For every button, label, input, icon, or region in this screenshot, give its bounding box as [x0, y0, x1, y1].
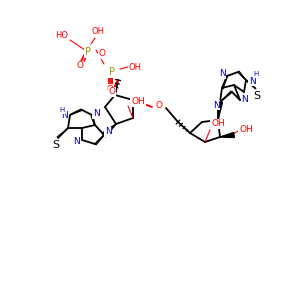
Text: S: S — [52, 140, 60, 150]
Text: N: N — [213, 100, 219, 109]
Text: N: N — [105, 128, 111, 136]
Text: H: H — [254, 71, 259, 77]
Text: OH: OH — [239, 124, 253, 134]
Text: N: N — [74, 137, 80, 146]
Text: OH: OH — [131, 98, 145, 106]
Polygon shape — [218, 102, 223, 120]
Text: N: N — [242, 94, 248, 103]
Text: OH: OH — [128, 62, 142, 71]
Text: H: H — [59, 107, 64, 113]
Text: OH: OH — [211, 119, 225, 128]
Text: O: O — [106, 85, 113, 94]
Polygon shape — [102, 124, 116, 137]
Text: P: P — [85, 47, 91, 57]
Polygon shape — [220, 133, 234, 137]
Text: O: O — [109, 88, 116, 97]
Text: HO: HO — [56, 32, 68, 40]
Text: O: O — [76, 61, 83, 70]
Text: O: O — [155, 100, 163, 109]
Text: P: P — [109, 67, 115, 77]
Text: S: S — [254, 91, 261, 101]
Text: N: N — [219, 70, 225, 79]
Text: OH: OH — [92, 28, 104, 37]
Text: N: N — [93, 110, 99, 118]
Text: O: O — [98, 50, 106, 58]
Text: N: N — [61, 110, 68, 119]
Text: N: N — [249, 76, 255, 85]
